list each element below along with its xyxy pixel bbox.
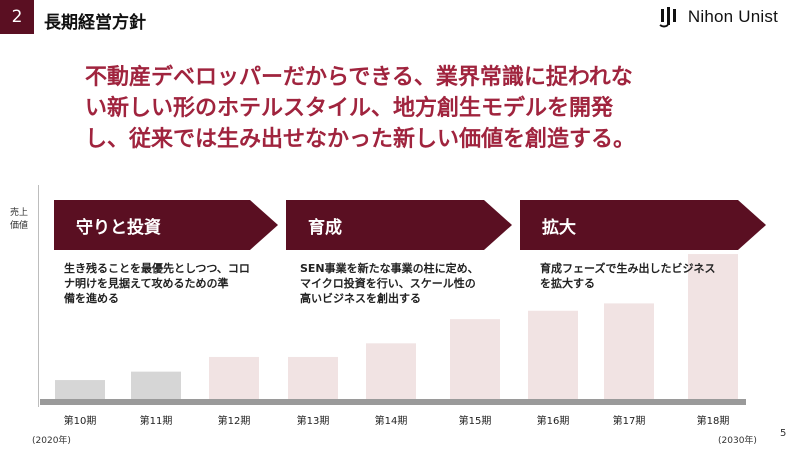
bar-第13期 — [288, 356, 338, 400]
logo-text: Nihon Unist — [687, 7, 778, 26]
x-tick-label: 第16期 — [536, 416, 570, 427]
section-number-badge: 2 — [0, 0, 34, 34]
description-line: ナ明けを見据えて攻めるための準 — [64, 277, 229, 290]
y-axis-label-line: 価値 — [10, 221, 29, 231]
vision-statement: 不動産デベロッパーだからできる、業界常識に捉われな い新しい形のホテルスタイル、… — [85, 62, 745, 155]
phase-defense-investment: 守りと投資 — [54, 200, 278, 250]
description-line: マイクロ投資を行い、スケール性の — [300, 277, 476, 290]
x-tick-label: 第17期 — [612, 416, 646, 427]
bar-第12期 — [209, 356, 259, 400]
y-axis-line — [38, 185, 39, 407]
y-axis-label: 売上 価値 — [10, 207, 32, 233]
description-line: 育成フェーズで生み出したビジネス — [540, 262, 716, 275]
statement-line: し、従来では生み出せなかった新しい価値を創造する。 — [85, 127, 636, 152]
bar-第14期 — [366, 343, 416, 400]
description-line: SEN事業を新たな事業の柱に定め、 — [300, 262, 479, 275]
x-tick-label: 第10期 — [63, 416, 97, 427]
statement-line: い新しい形のホテルスタイル、地方創生モデルを開発 — [85, 96, 614, 121]
phase-description: SEN事業を新たな事業の柱に定め、 マイクロ投資を行い、スケール性の 高いビジネ… — [300, 261, 479, 306]
end-year-label: (2030年) — [718, 436, 757, 446]
description-line: 備を進める — [64, 292, 119, 305]
bar-第18期 — [688, 254, 738, 400]
phase-growth: 育成 — [286, 200, 512, 250]
x-tick-label: 第13期 — [296, 416, 330, 427]
y-axis-label-line: 売上 — [10, 208, 29, 218]
bar-第17期 — [604, 303, 654, 400]
description-line: 生き残ることを最優先としつつ、コロ — [64, 262, 250, 275]
bar-第16期 — [528, 310, 578, 400]
page-number: 5 — [780, 428, 787, 439]
page-title: 長期経営方針 — [44, 13, 146, 33]
description-line: を拡大する — [540, 277, 595, 290]
x-tick-label: 第14期 — [374, 416, 408, 427]
start-year-label: (2020年) — [32, 436, 71, 446]
phase-description: 育成フェーズで生み出したビジネス を拡大する — [540, 261, 715, 291]
bar-第10期 — [55, 380, 105, 400]
description-line: 高いビジネスを創出する — [300, 292, 421, 305]
x-tick-label: 第18期 — [696, 416, 730, 427]
chart-baseline — [40, 399, 746, 405]
phase-description: 生き残ることを最優先としつつ、コロ ナ明けを見据えて攻めるための準 備を進める — [64, 261, 250, 306]
phase-expansion: 拡大 — [520, 200, 766, 250]
phase-label: 拡大 — [542, 218, 576, 238]
phase-label: 守りと投資 — [76, 218, 161, 238]
bar-第11期 — [131, 371, 181, 400]
x-tick-label: 第12期 — [217, 416, 251, 427]
bar-第15期 — [450, 319, 500, 400]
phase-label: 育成 — [308, 218, 342, 238]
statement-line: 不動産デベロッパーだからできる、業界常識に捉われな — [85, 65, 633, 90]
company-logo: Nihon Unist — [658, 6, 778, 28]
nihon-unist-logo-icon — [659, 7, 676, 28]
x-tick-label: 第11期 — [139, 416, 173, 427]
x-tick-label: 第15期 — [458, 416, 492, 427]
